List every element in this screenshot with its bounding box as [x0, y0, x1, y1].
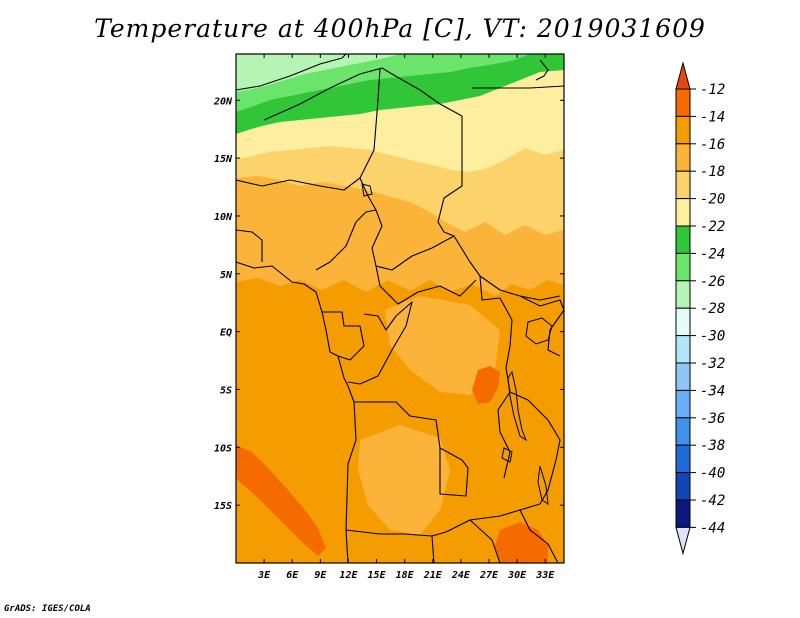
colorbar-label: -14: [700, 109, 725, 125]
colorbar-box: [675, 472, 691, 501]
border-coast-east: [535, 59, 549, 81]
x-tick-label: 18E: [396, 570, 415, 581]
x-axis-ticks: 3E 6E 9E 12E 15E 18E 21E 24E 27E 30E 33E: [257, 54, 555, 581]
temperature-field: [236, 54, 564, 563]
colorbar-label: -42: [700, 493, 725, 509]
colorbar-label: -36: [700, 411, 725, 427]
border-sudan-egypt: [437, 116, 481, 277]
y-tick-label: 5N: [220, 270, 233, 281]
border-west-africa: [236, 229, 263, 262]
border-angola-zambia: [439, 448, 469, 497]
border-zimbabwe: [469, 519, 501, 563]
border-nigeria-cameroon: [315, 209, 377, 271]
colorbar-label: -26: [700, 274, 725, 290]
y-tick-label: 5S: [220, 385, 232, 396]
colorbar-label: -30: [700, 329, 725, 345]
y-tick-label: 20N: [213, 96, 233, 107]
border-tanzania: [509, 391, 561, 505]
colorbar-box: [675, 335, 691, 364]
border-namibia-angola: [345, 529, 447, 537]
colorbar-label: -28: [700, 301, 725, 317]
border-uganda-kenya: [519, 295, 564, 357]
colorbar-box: [675, 499, 691, 528]
field-region-12-southwest: [236, 445, 326, 556]
x-tick-label: 27E: [479, 570, 499, 581]
x-tick-label: 6E: [286, 570, 299, 581]
x-tick-label: 21E: [423, 570, 443, 581]
x-tick-label: 15E: [368, 570, 387, 581]
x-tick-label: 12E: [339, 570, 358, 581]
colorbar-box: [675, 280, 691, 309]
colorbar-box: [675, 143, 691, 172]
colorbar-box: [675, 362, 691, 391]
colorbar-box: [675, 88, 691, 117]
y-tick-label: 10S: [214, 443, 232, 454]
colorbar-box: [675, 252, 691, 282]
y-tick-label: 15N: [214, 154, 233, 165]
border-west-coast-gulf: [236, 261, 349, 387]
colorbar-box: [675, 307, 691, 337]
x-tick-label: 24E: [451, 570, 471, 581]
colorbar-label: -32: [700, 356, 725, 372]
colorbar-label: -18: [700, 164, 725, 180]
border-nile-sudan: [479, 275, 501, 301]
colorbar-label: -12: [700, 82, 725, 98]
colorbar-label: -38: [700, 438, 725, 454]
y-tick-label: 10N: [214, 212, 233, 223]
lakes: [361, 183, 553, 506]
colorbar-box: [675, 444, 691, 474]
x-tick-label: 3E: [257, 570, 271, 581]
field-region-26: [236, 54, 400, 92]
colorbar-box: [675, 198, 691, 227]
colorbar-label: -34: [700, 383, 725, 399]
border-niger-nigeria: [236, 177, 361, 191]
border-cameroon-chad: [371, 209, 455, 271]
country-borders: [236, 54, 564, 563]
x-tick-label: 30E: [507, 570, 527, 581]
lake-mweru: [501, 447, 513, 463]
lake-victoria: [525, 317, 553, 345]
field-region-12-east: [472, 366, 500, 404]
border-congo: [347, 301, 413, 385]
field-region-12-southeast: [494, 522, 548, 563]
map-title: Temperature at 400hPa [C], VT: 201903160…: [94, 14, 706, 43]
border-mozambique: [519, 509, 559, 563]
border-botswana: [431, 535, 435, 563]
grads-credit: GrADS: IGES/COLA: [4, 604, 91, 614]
border-car-south: [375, 265, 477, 305]
map-frame: [235, 53, 565, 564]
colorbar-label: -20: [700, 192, 725, 208]
border-zambia-south: [445, 503, 541, 533]
field-patch-16-a: [385, 296, 500, 395]
colorbar-label: -16: [700, 137, 725, 153]
y-tick-label: EQ: [220, 328, 232, 339]
colorbar-box: [675, 225, 691, 254]
field-patch-16-b: [358, 425, 450, 535]
colorbar-box: [675, 389, 691, 419]
border-angola-south: [345, 401, 357, 563]
border-egypt-east: [472, 85, 564, 89]
colorbar: -12 -14 -16 -18 -20 -22 -24 -26 -28 -30 -32 -34 -36 -…: [675, 61, 725, 556]
colorbar-box: [675, 115, 691, 145]
lake-tanganyika: [507, 370, 528, 442]
border-algeria-libya-north: [236, 54, 347, 91]
lake-chad: [361, 183, 373, 197]
colorbar-top-arrow: [675, 61, 691, 90]
lake-malawi: [537, 465, 549, 506]
y-axis-ticks: 20N 15N 10N 5N EQ 5S 10S 15S: [213, 96, 564, 512]
colorbar-label: -40: [700, 466, 725, 482]
colorbar-bottom-arrow: [675, 526, 691, 556]
border-gabon: [322, 311, 365, 361]
colorbar-label: -24: [700, 246, 725, 262]
colorbar-label: -22: [700, 219, 725, 235]
colorbar-label: -44: [700, 520, 725, 536]
border-niger-chad: [359, 67, 381, 211]
x-tick-label: 33E: [535, 570, 555, 581]
x-tick-label: 9E: [314, 570, 327, 581]
colorbar-box: [675, 417, 691, 446]
colorbar-box: [675, 170, 691, 200]
y-tick-label: 15S: [214, 501, 232, 512]
border-libya-chad: [263, 67, 463, 121]
